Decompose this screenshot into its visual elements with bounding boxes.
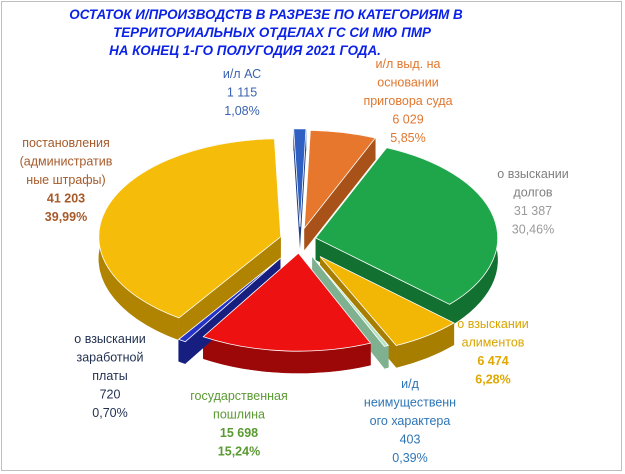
slice-label-line: основании <box>377 76 438 90</box>
title-line-3: НА КОНЕЦ 1-ГО ПОЛУГОДИЯ 2021 ГОДА. <box>109 43 381 58</box>
slice-percent: 1,08% <box>224 104 259 118</box>
slice-label-line: приговора суда <box>363 94 452 108</box>
slice-label: и/д неимущественн ого характера 403 0,39% <box>364 377 456 465</box>
chart-title: ОСТАТОК И/ПРОИЗВОДСТВ В РАЗРЕЗЕ ПО КАТЕГ… <box>69 7 463 58</box>
pie-slice <box>293 128 307 227</box>
title-line-2: ТЕРРИТОРИАЛЬНЫХ ОТДЕЛАХ ГС СИ МЮ ПМР <box>113 25 431 40</box>
slice-label-line: государственная <box>190 389 287 403</box>
slice-label: и/л выд. на основании приговора суда 6 029 5… <box>363 57 452 145</box>
pie-slice-wall <box>304 138 376 251</box>
pie-labels: и/л АС 1 115 1,08% и/л выд. на основании приг… <box>20 57 569 465</box>
pie-slice <box>177 257 281 343</box>
slice-label-line: и/л АС <box>223 67 261 81</box>
pie-slice <box>202 252 372 352</box>
slice-label-line: постановления <box>22 136 110 150</box>
slice-label: о взыскании алиментов 6 474 6,28% <box>457 317 528 387</box>
slice-value: 41 203 <box>47 192 85 206</box>
slice-label-line: и/л выд. на <box>376 57 441 71</box>
pie-slice <box>311 256 390 347</box>
slice-label-line: пошлина <box>213 408 265 422</box>
pie-slice-wall <box>178 236 281 340</box>
slice-value: 720 <box>100 388 121 402</box>
slice-label-line: неимущественн <box>364 396 456 410</box>
slice-percent: 39,99% <box>45 210 87 224</box>
slice-label-line: заработной <box>77 351 144 365</box>
slice-label-line: (административ <box>20 155 113 169</box>
slice-percent: 30,46% <box>512 223 554 237</box>
slice-label: о взыскании долгов 31 387 30,46% <box>497 167 568 237</box>
slice-value: 403 <box>400 433 421 447</box>
slice-label: постановления (административ ные штрафы) 41… <box>20 136 113 224</box>
pie-slice <box>98 138 282 319</box>
slice-percent: 6,28% <box>475 373 510 387</box>
pie-slice <box>315 147 499 305</box>
slice-label-line: ные штрафы) <box>26 173 105 187</box>
slice-label-line: долгов <box>513 186 553 200</box>
slice-value: 6 029 <box>392 113 423 127</box>
slice-label-line: о взыскании <box>497 167 568 181</box>
slice-label-line: о взыскании <box>457 317 528 331</box>
slice-label: о взыскании заработной платы 720 0,70% <box>74 332 145 420</box>
pie-slices <box>98 128 499 352</box>
slice-label-line: и/д <box>401 377 419 391</box>
slice-percent: 0,70% <box>92 406 127 420</box>
slice-label: и/л АС 1 115 1,08% <box>223 67 261 118</box>
slice-percent: 0,39% <box>392 451 427 465</box>
slice-value: 15 698 <box>220 426 258 440</box>
slice-label-line: о взыскании <box>74 332 145 346</box>
slice-value: 31 387 <box>514 204 552 218</box>
slice-value: 6 474 <box>477 354 508 368</box>
title-line-1: ОСТАТОК И/ПРОИЗВОДСТВ В РАЗРЕЗЕ ПО КАТЕГ… <box>69 7 463 22</box>
slice-label-line: ого характера <box>370 414 451 428</box>
slice-label-line: алиментов <box>462 336 525 350</box>
pie-slice <box>319 256 455 346</box>
slice-value: 1 115 <box>227 86 257 100</box>
pie-slice <box>303 129 377 230</box>
slice-percent: 5,85% <box>390 131 425 145</box>
slice-label: государственная пошлина 15 698 15,24% <box>190 389 287 459</box>
slice-label-line: платы <box>92 369 127 383</box>
slice-percent: 15,24% <box>218 445 260 459</box>
